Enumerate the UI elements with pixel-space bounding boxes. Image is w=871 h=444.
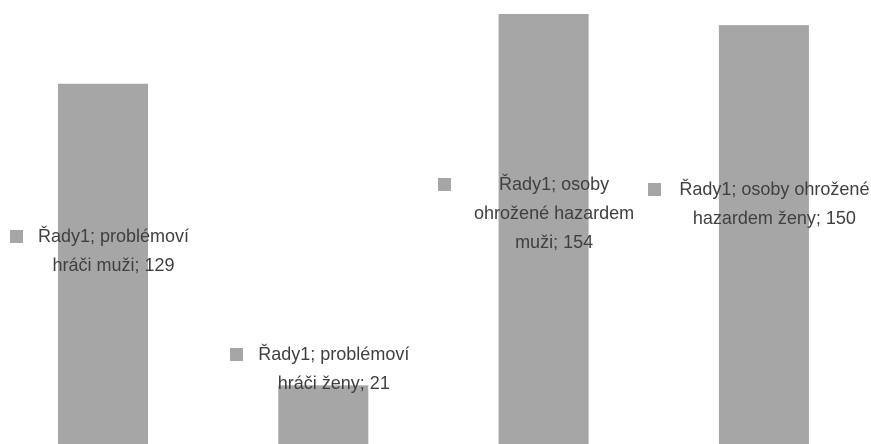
data-label-text: Řady1; osoby ohrožené hazardem muži; 154	[474, 174, 635, 252]
data-label: Řady1; osoby ohrožené hazardem ženy; 150	[648, 175, 871, 233]
legend-key	[230, 348, 244, 361]
legend-key	[10, 230, 23, 243]
data-label: Řady1; problémoví hráči muži; 129	[10, 222, 196, 280]
legend-key	[438, 178, 452, 191]
data-label: Řady1; osoby ohrožené hazardem muži; 154	[438, 170, 649, 257]
bar	[58, 83, 148, 444]
legend-key	[648, 183, 662, 196]
data-label-text: Řady1; problémoví hráči muži; 129	[37, 226, 190, 275]
data-label-text: Řady1; problémoví hráči ženy; 21	[258, 344, 410, 393]
bar	[718, 25, 809, 444]
bar	[278, 385, 369, 444]
data-label-text: Řady1; osoby ohrožené hazardem ženy; 150	[679, 179, 870, 228]
data-label: Řady1; problémoví hráči ženy; 21	[230, 340, 416, 398]
bar	[498, 13, 589, 444]
